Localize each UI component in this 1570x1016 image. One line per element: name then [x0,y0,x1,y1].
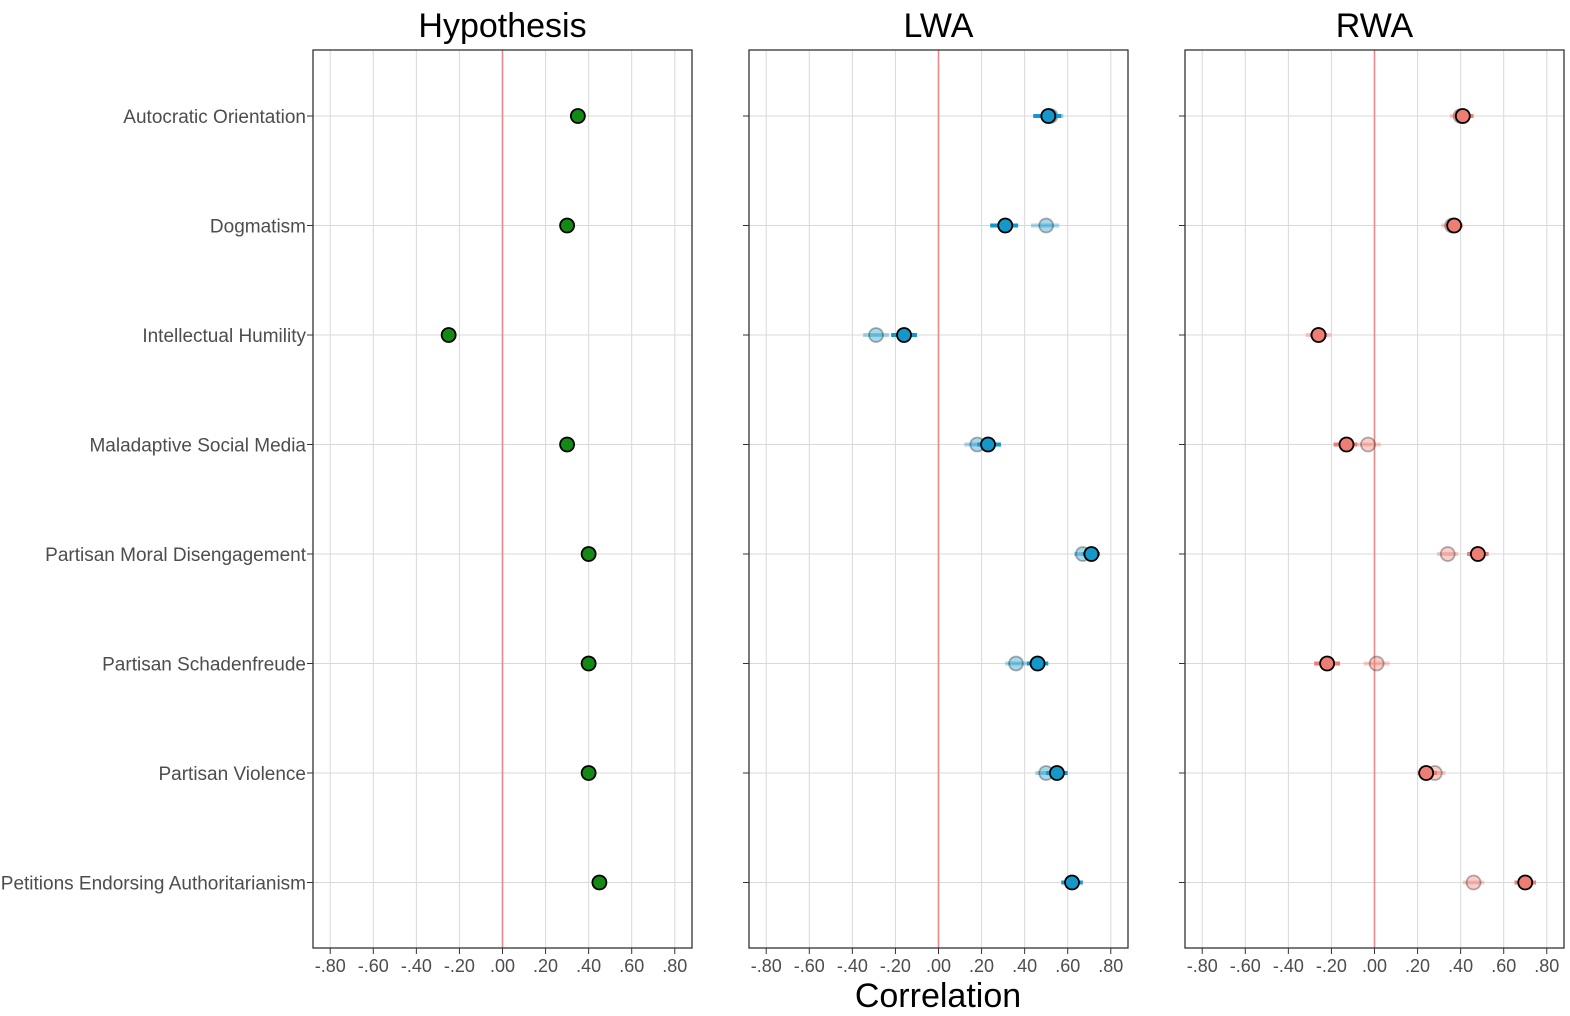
x-tick-label: -.80 [315,956,346,976]
x-tick-label: .60 [1055,956,1080,976]
category-label: Intellectual Humility [142,326,306,347]
data-point [1029,655,1046,672]
data-point [440,327,457,343]
data-point [1469,546,1486,562]
x-tick-label: -.40 [837,956,868,976]
category-label: Partisan Moral Disengagement [45,545,307,566]
data-point-faded [1465,874,1482,891]
x-axis-label: Correlation [855,977,1021,1015]
x-tick-label: -.60 [358,956,389,976]
panel-rwa: RWA -.80 -.60 -.40 -.20 .00 .20 .40 .60 .80 [1179,7,1565,976]
data-point [1418,765,1435,781]
data-point [1319,655,1336,672]
data-point [580,765,597,781]
data-point [896,327,912,343]
x-tick-label: -.80 [751,956,782,976]
data-point [1454,108,1471,124]
data-point [1517,874,1534,891]
data-point-faded [1368,655,1385,672]
data-point [1083,546,1100,562]
category-label: Partisan Violence [158,764,306,785]
data-point [580,655,597,672]
x-tick-label: -.60 [1230,956,1261,976]
data-point [1310,327,1327,343]
category-label: Partisan Schadenfreude [102,655,306,676]
x-tick-label: -.20 [1316,956,1347,976]
data-point [1040,108,1057,124]
data-point [980,436,996,453]
data-point-faded [1439,546,1456,562]
panel-title: Hypothesis [418,7,586,45]
data-point [1064,874,1080,891]
data-point [1446,217,1463,234]
data-point-faded [1008,655,1024,672]
data-point [569,108,586,124]
data-point-faded [1360,436,1376,453]
data-point [591,874,608,891]
x-tick-label: .00 [926,956,951,976]
category-label: Petitions Endorsing Authoritarianism [1,874,306,895]
data-point [997,217,1014,234]
x-tick-label: .20 [533,956,558,976]
x-tick-label: -.60 [794,956,825,976]
panel-lwa: LWA -.80 -.60 -.40 -.20 .00 .20 .40 .60 .80 [743,7,1129,976]
category-label: Dogmatism [210,217,306,238]
x-tick-label: .40 [1448,956,1473,976]
category-label: Maladaptive Social Media [89,436,306,457]
x-tick-label: -.80 [1187,956,1218,976]
category-label: Autocratic Orientation [123,107,306,128]
x-tick-label: .80 [1098,956,1123,976]
x-tick-label: .80 [1534,956,1559,976]
x-tick-label: -.20 [444,956,475,976]
data-point [559,436,576,453]
x-tick-label: -.40 [1273,956,1304,976]
x-tick-label: .60 [1491,956,1516,976]
x-tick-label: .40 [576,956,601,976]
x-tick-label: .20 [969,956,994,976]
panel-hypothesis: Hypothesis -.80 -.60 -.40 -.20 .00 .20 .40 .60 .8… [1,7,693,976]
x-tick-label: .00 [490,956,515,976]
data-point [580,546,597,562]
x-tick-label: .40 [1012,956,1037,976]
data-point [559,217,576,234]
x-tick-label: -.20 [880,956,911,976]
panel-title: LWA [904,7,974,45]
data-point [1338,436,1355,453]
panel-title: RWA [1336,7,1414,45]
x-tick-label: -.40 [401,956,432,976]
data-point [1049,765,1065,781]
data-point-faded [1038,217,1055,234]
x-tick-label: .60 [619,956,644,976]
x-tick-label: .00 [1362,956,1387,976]
data-point-faded [868,327,884,343]
x-tick-label: .20 [1405,956,1430,976]
x-tick-label: .80 [662,956,687,976]
